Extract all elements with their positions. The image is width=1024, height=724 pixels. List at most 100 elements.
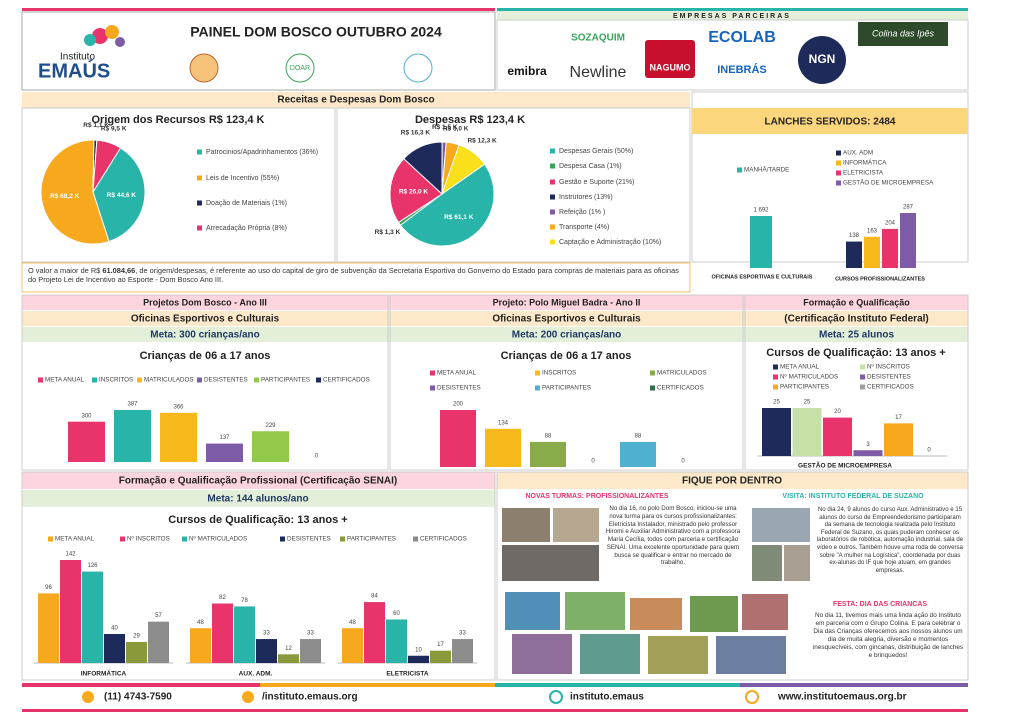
value-label: 3 [866, 442, 870, 448]
value-label: 163 [867, 228, 878, 234]
project-subtitle: Oficinas Esportivos e Culturais [131, 314, 280, 325]
legend-swatch [197, 175, 202, 181]
partner-logo: emibra [507, 64, 547, 78]
value-label: 33 [263, 631, 270, 637]
legend-label: AUX. ADM [843, 150, 873, 157]
legend-swatch [197, 200, 202, 206]
bar [68, 421, 105, 462]
category-label: INFORMÁTICA [81, 669, 127, 678]
instagram-icon [549, 690, 563, 704]
page-title: PAINEL DOM BOSCO OUTUBRO 2024 [190, 24, 442, 40]
legend-label: Leis de Incentivo (55%) [206, 175, 279, 182]
legend-swatch [182, 536, 187, 542]
legend-swatch [316, 377, 321, 383]
chart-title: Cursos de Qualificação: 13 anos + [766, 347, 945, 359]
slice-label: R$ 44,6 K [107, 192, 137, 199]
footer-facebook: /instituto.emaus.org [262, 692, 358, 703]
slice-label: R$ 26,0 K [399, 188, 429, 195]
bar [82, 571, 103, 663]
photo [502, 508, 550, 542]
legend-label: DESISTENTES [204, 377, 248, 384]
value-label: 0 [681, 459, 685, 465]
value-label: 138 [849, 233, 860, 239]
legend-swatch [340, 536, 345, 542]
panel [21, 107, 336, 263]
photo [553, 508, 599, 542]
top-strip [497, 8, 968, 11]
project-subtitle: Oficinas Esportivos e Culturais [492, 314, 641, 325]
value-label: 387 [127, 402, 138, 408]
legend-label: Despesa Casa (1%) [559, 163, 622, 170]
section-band [22, 472, 495, 489]
bar [38, 593, 59, 663]
news-text: No dia 24, 9 alunos do curso Aux. Admini… [816, 506, 964, 574]
partners-box [496, 19, 969, 91]
value-label: 126 [87, 563, 98, 569]
panel [691, 91, 969, 263]
footer-strip [495, 683, 740, 687]
legend-swatch [650, 385, 655, 391]
legend-label: Instrutores (13%) [559, 194, 613, 201]
legend-label: CERTIFICADOS [323, 377, 370, 384]
legend-label: DESISTENTES [437, 385, 481, 392]
pie-slice [389, 158, 443, 224]
legend-label: META ANUAL [55, 536, 95, 543]
legend-label: MANHÃ/TARDE [744, 165, 789, 174]
value-label: 96 [45, 585, 52, 591]
bar [256, 639, 277, 663]
legend-label: META ANUAL [780, 364, 820, 371]
value-label: 1 692 [753, 208, 769, 214]
bar [60, 560, 81, 663]
value-label: 10 [415, 647, 422, 653]
value-label: 229 [265, 423, 276, 429]
photo [580, 634, 640, 674]
legend-swatch [550, 163, 555, 169]
chart-title: Origem dos Recursos R$ 123,4 K [91, 114, 264, 126]
legend-swatch [120, 536, 125, 542]
legend-swatch [254, 377, 259, 383]
value-label: 20 [834, 409, 841, 415]
bar [853, 450, 883, 456]
chart-title: Crianças de 06 a 17 anos [501, 350, 632, 362]
slice-label: R$ 16,3 K [401, 130, 431, 137]
note-text: , de origem/despesas, é referente ao uso… [28, 266, 679, 285]
panel [336, 107, 691, 263]
legend-label: GESTÃO DE MICROEMPRESA [843, 178, 934, 187]
value-label: 48 [197, 620, 204, 626]
bar [234, 606, 255, 663]
footer-site: www.institutoemaus.org.br [777, 692, 907, 703]
legend-swatch [836, 150, 841, 156]
seal [285, 53, 315, 83]
value-label: 200 [453, 402, 464, 408]
panel [496, 471, 969, 681]
value-label: 17 [895, 415, 902, 421]
bar [884, 423, 913, 456]
footer-strip [740, 683, 968, 687]
bar [485, 428, 521, 467]
legend-swatch [773, 374, 778, 380]
legend-swatch [773, 364, 778, 370]
seal [189, 53, 219, 83]
legend-swatch [836, 170, 841, 176]
legend-swatch [860, 364, 865, 370]
bar [190, 628, 211, 663]
category-label: AUX. ADM. [239, 671, 273, 678]
value-label: 60 [393, 611, 400, 617]
partner-logo: SOZAQUIM [571, 33, 625, 44]
legend-swatch [92, 377, 97, 383]
value-label: 33 [459, 631, 466, 637]
slice-label: R$ 12,3 K [467, 138, 497, 145]
bar [126, 641, 147, 663]
legend-swatch [430, 370, 435, 376]
value-label: 40 [111, 626, 118, 632]
bar [452, 639, 473, 663]
legend-swatch [650, 370, 655, 376]
news-title: VISITA: INSTITUTO FEDERAL DE SUZANO [782, 493, 924, 500]
footer-strip [22, 683, 260, 687]
bar [620, 441, 656, 467]
project-title: Projeto: Polo Miguel Badra - Ano II [493, 297, 641, 307]
pie-slice [92, 139, 122, 193]
note-box [21, 262, 691, 293]
logo-main: EMAÚS [38, 58, 110, 82]
